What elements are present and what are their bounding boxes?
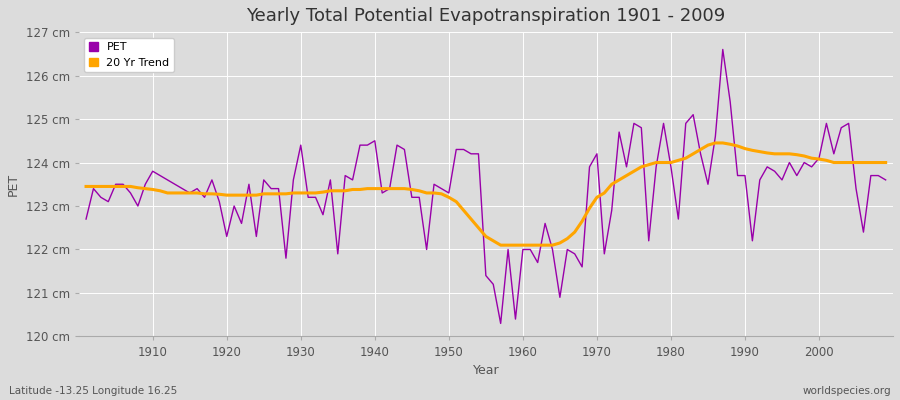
PET: [525, 247, 535, 252]
Title: Yearly Total Potential Evapotranspiration 1901 - 2009: Yearly Total Potential Evapotranspiratio…: [247, 7, 725, 25]
20 Yr Trend: [614, 178, 625, 182]
Legend: PET, 20 Yr Trend: PET, 20 Yr Trend: [85, 38, 174, 72]
PET: [717, 47, 728, 52]
X-axis label: Year: Year: [472, 364, 500, 377]
Line: PET: PET: [86, 50, 886, 324]
PET: [880, 178, 891, 182]
PET: [495, 321, 506, 326]
PET: [347, 178, 358, 182]
PET: [614, 130, 625, 134]
20 Yr Trend: [710, 140, 721, 145]
Text: worldspecies.org: worldspecies.org: [803, 386, 891, 396]
PET: [140, 182, 150, 187]
Y-axis label: PET: PET: [7, 173, 20, 196]
20 Yr Trend: [140, 186, 150, 191]
20 Yr Trend: [525, 243, 535, 248]
20 Yr Trend: [518, 243, 528, 248]
Text: Latitude -13.25 Longitude 16.25: Latitude -13.25 Longitude 16.25: [9, 386, 177, 396]
PET: [518, 247, 528, 252]
20 Yr Trend: [81, 184, 92, 189]
PET: [81, 217, 92, 222]
20 Yr Trend: [302, 190, 313, 195]
PET: [302, 195, 313, 200]
20 Yr Trend: [495, 243, 506, 248]
20 Yr Trend: [880, 160, 891, 165]
20 Yr Trend: [347, 187, 358, 192]
Line: 20 Yr Trend: 20 Yr Trend: [86, 143, 886, 245]
